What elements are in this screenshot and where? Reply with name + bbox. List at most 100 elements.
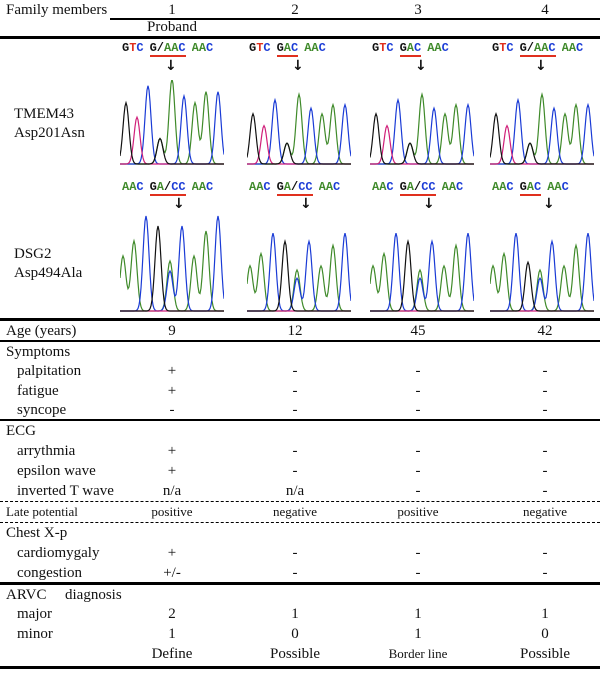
table-row: Symptoms — [0, 342, 600, 362]
cell-member-3: 1 — [414, 606, 422, 622]
codon: GTC — [372, 41, 394, 55]
trace-G — [247, 112, 351, 165]
trace-C — [490, 232, 594, 312]
mutation-codon: GA/CC — [399, 180, 436, 196]
cell-member-1: + — [167, 363, 177, 379]
cell-member-2: - — [292, 402, 298, 418]
arrow-down-icon: ↓ — [423, 196, 435, 212]
trace-T — [490, 124, 594, 165]
rule — [0, 318, 600, 321]
table-row: major 2 1 1 1 — [0, 604, 600, 624]
table-row: Chest X-p — [0, 523, 600, 543]
table-row: Age (years) 9 12 45 42 — [0, 321, 600, 341]
cell-member-2: negative — [272, 504, 318, 519]
codon: AAC — [191, 180, 214, 194]
chromatogram-trace — [247, 91, 351, 165]
chromatogram-trace — [120, 215, 224, 312]
trace-A — [247, 243, 351, 312]
cell-member-4: negative — [522, 504, 568, 519]
table-row: ECG — [0, 421, 600, 441]
trace-A — [120, 230, 224, 312]
codon: AAC — [441, 180, 464, 194]
table-row: minor 1 0 1 0 — [0, 624, 600, 644]
cell-member-1: 2 — [168, 606, 176, 622]
codon: AAC — [492, 180, 514, 194]
table-row: palpitation + - - - — [0, 361, 600, 381]
member-1: 1 — [168, 2, 176, 18]
cell-member-2: - — [292, 443, 298, 459]
diagnosis-label: diagnosis — [65, 587, 122, 603]
cell-member-3: Border line — [388, 646, 448, 661]
trace-G — [370, 112, 474, 165]
cell-member-1: - — [169, 402, 175, 418]
trace-C — [120, 215, 224, 312]
cell-member-4: 1 — [541, 606, 549, 622]
cell-member-4: 42 — [537, 323, 553, 339]
mutation-codon: GA/CC — [276, 180, 313, 196]
row-label: syncope — [17, 402, 67, 418]
cell-member-3: - — [415, 565, 421, 581]
cell-member-2: - — [292, 545, 298, 561]
row-label: Late potential — [6, 504, 78, 519]
row-label: epsilon wave — [17, 463, 96, 479]
cell-member-2: 12 — [287, 323, 303, 339]
arrow-down-icon: ↓ — [415, 58, 427, 74]
cell-member-1: + — [167, 545, 177, 561]
gene-label-tmem43: TMEM43 Asp201Asn — [14, 105, 85, 143]
codon: GTC — [492, 41, 514, 55]
proband-label: Proband — [147, 19, 197, 35]
header-divider — [110, 18, 600, 20]
row-label: minor — [17, 626, 53, 642]
codon: GTC — [122, 41, 144, 55]
chromatogram-trace — [370, 91, 474, 165]
mutation-codon: GA/CC — [149, 180, 186, 196]
cell-member-1: +/- — [163, 565, 181, 581]
codon: AAC — [561, 41, 584, 55]
mutation-codon: G/AAC — [149, 41, 186, 57]
arrow-down-icon: ↓ — [292, 58, 304, 74]
family-members-label: Family members — [6, 2, 108, 18]
trace-A — [370, 243, 474, 312]
cell-member-1: Define — [151, 646, 193, 662]
table-row: fatigue + - - - — [0, 381, 600, 401]
trace-C — [370, 232, 474, 312]
gene-variant: Asp494Ala — [14, 265, 83, 281]
cell-member-4: - — [542, 443, 548, 459]
trace-T — [370, 124, 474, 165]
trace-G — [120, 225, 224, 312]
table-row: ARVC — [0, 585, 600, 605]
sequence-label: GTC GAC AAC — [372, 41, 455, 57]
trace-T — [247, 124, 351, 165]
chromatogram-trace — [370, 232, 474, 312]
cell-member-4: - — [542, 402, 548, 418]
codon: AAC — [249, 180, 271, 194]
cell-member-2: - — [292, 463, 298, 479]
table-row: congestion +/- - - - — [0, 563, 600, 583]
cell-member-1: 1 — [168, 626, 176, 642]
mutation-codon: GAC — [276, 41, 299, 57]
rule — [0, 522, 600, 523]
row-label: Symptoms — [6, 344, 71, 360]
cell-member-4: - — [542, 483, 548, 499]
arrow-down-icon: ↓ — [300, 196, 312, 212]
row-label: ECG — [6, 423, 36, 439]
chromatogram-trace — [247, 232, 351, 312]
row-label: major — [17, 606, 52, 622]
cell-member-3: - — [415, 545, 421, 561]
table-row: Define Possible Border line Possible — [0, 644, 600, 664]
codon: AAC — [191, 41, 214, 55]
gene-label-dsg2: DSG2 Asp494Ala — [14, 245, 82, 283]
sequence-label: AAC GAC AAC — [492, 180, 575, 196]
cell-member-4: - — [542, 363, 548, 379]
sequence-label: AAC GA/CC AAC — [249, 180, 346, 196]
row-label: palpitation — [17, 363, 82, 379]
cell-member-1: positive — [151, 504, 193, 519]
member-2: 2 — [291, 2, 299, 18]
arrow-down-icon: ↓ — [535, 58, 547, 74]
cell-member-4: Possible — [519, 646, 570, 662]
row-label: congestion — [17, 565, 82, 581]
table-row: Late potential positive negative positive ne… — [0, 502, 600, 522]
cell-member-3: positive — [397, 504, 439, 519]
cell-member-3: - — [415, 402, 421, 418]
cell-member-4: - — [542, 565, 548, 581]
